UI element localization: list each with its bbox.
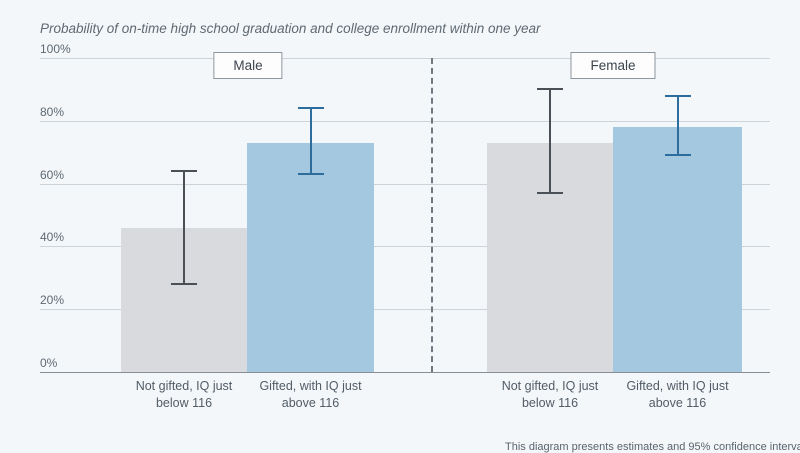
error-bar-stem-female-not-gifted bbox=[549, 89, 551, 193]
y-tick-label: 100% bbox=[40, 42, 71, 56]
panel-divider-dashed-line bbox=[431, 58, 433, 372]
x-axis-label-line: Not gifted, IQ just bbox=[501, 379, 599, 393]
x-axis-line bbox=[40, 372, 770, 373]
bar-female-gifted bbox=[613, 127, 742, 372]
panel-label-female: Female bbox=[570, 52, 656, 79]
gridline bbox=[40, 309, 770, 311]
y-tick-label: 60% bbox=[40, 167, 65, 182]
x-axis-label-line: above 116 bbox=[281, 395, 340, 410]
y-tick-label: 20% bbox=[40, 293, 65, 308]
error-bar-cap-top-female-not-gifted bbox=[537, 88, 563, 91]
gridline bbox=[40, 58, 770, 59]
x-axis-label-line: below 116 bbox=[521, 395, 579, 410]
error-bar-stem-female-gifted bbox=[676, 95, 679, 156]
panel-label-male: Male bbox=[213, 52, 283, 79]
chart-title: Probability of on-time high school gradu… bbox=[40, 21, 541, 36]
error-bar-stem-male-gifted bbox=[309, 108, 312, 175]
footnote-clipped: This diagram presents estimates and 95% … bbox=[505, 441, 800, 453]
x-axis-label-line: Gifted, with IQ just bbox=[626, 379, 729, 393]
x-axis-label-male-not-gifted: Not gifted, IQ just below 116 bbox=[104, 378, 264, 411]
y-tick-label: 0% bbox=[40, 356, 58, 370]
x-axis-label-line: below 116 bbox=[155, 395, 213, 410]
gridline bbox=[40, 120, 770, 122]
x-axis-label-line: above 116 bbox=[648, 395, 707, 410]
x-axis-label-line: Gifted, with IQ just bbox=[259, 379, 362, 393]
x-axis-label-female-not-gifted: Not gifted, IQ just below 116 bbox=[470, 378, 630, 411]
y-tick-label: 80% bbox=[40, 104, 65, 119]
error-bar-cap-bottom-male-gifted bbox=[297, 173, 324, 176]
error-bar-cap-top-male-gifted bbox=[297, 107, 324, 110]
bar-male-gifted bbox=[247, 142, 374, 372]
gridline bbox=[40, 183, 770, 185]
error-bar-cap-bottom-female-gifted bbox=[664, 154, 691, 157]
y-tick-label: 40% bbox=[40, 230, 65, 245]
error-bar-cap-top-male-not-gifted bbox=[171, 170, 197, 173]
x-axis-label-line: Not gifted, IQ just bbox=[135, 379, 233, 393]
error-bar-cap-bottom-male-not-gifted bbox=[171, 283, 197, 286]
x-axis-label-male-gifted: Gifted, with IQ just above 116 bbox=[231, 378, 391, 411]
error-bar-cap-bottom-female-not-gifted bbox=[537, 192, 563, 195]
error-bar-stem-male-not-gifted bbox=[183, 171, 185, 285]
gridline bbox=[40, 246, 770, 248]
error-bar-cap-top-female-gifted bbox=[664, 94, 691, 97]
x-axis-label-female-gifted: Gifted, with IQ just above 116 bbox=[598, 378, 758, 411]
